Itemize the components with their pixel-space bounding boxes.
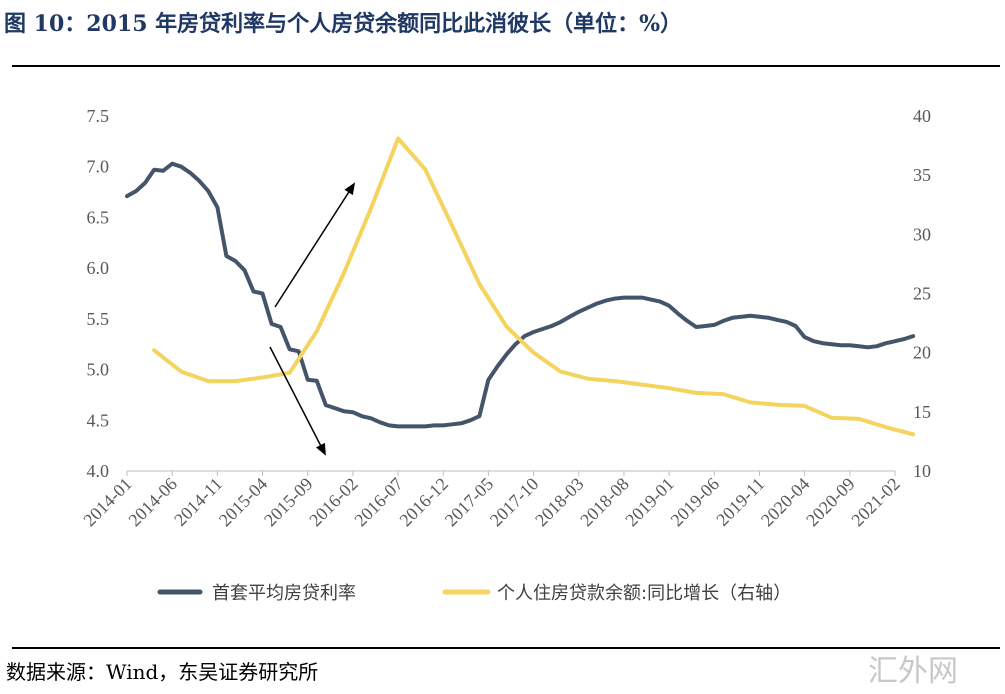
y-left-tick-label: 4.0 <box>87 461 110 481</box>
y-left-tick-label: 7.5 <box>87 106 110 126</box>
x-tick-label: 2017-05 <box>441 474 498 531</box>
x-tick-label: 2019-11 <box>712 474 768 530</box>
x-tick-label: 2020-04 <box>757 474 814 531</box>
x-tick-label: 2014-06 <box>124 474 181 531</box>
y-right-tick-label: 20 <box>913 343 931 363</box>
y-right-tick-label: 15 <box>913 402 931 422</box>
annotation-arrow-up <box>274 182 356 308</box>
series-line-loan-growth <box>152 136 916 437</box>
x-tick-label: 2015-09 <box>260 474 317 531</box>
watermark: 汇外网 <box>868 654 958 689</box>
x-tick-label: 2019-06 <box>667 474 724 531</box>
x-tick-label: 2015-04 <box>215 474 272 531</box>
x-tick-label: 2017-10 <box>486 474 543 531</box>
legend-label: 个人住房贷款余额:同比增长（右轴） <box>497 583 791 604</box>
y-left-tick-label: 6.0 <box>87 258 110 278</box>
y-right-tick-label: 35 <box>913 165 931 185</box>
annotation-arrow-down <box>269 346 326 456</box>
x-tick-label: 2019-01 <box>621 474 678 531</box>
y-left-tick-label: 5.0 <box>87 360 110 380</box>
plot-area: 4.0 4.5 5.0 5.5 6.0 6.5 7.0 7.5 10 15 20 25 30 35 40 20… <box>79 106 931 604</box>
x-tick-label: 2016-12 <box>395 474 452 531</box>
x-tick-label: 2018-03 <box>531 474 588 531</box>
x-tick-label: 2016-07 <box>350 474 407 531</box>
y-right-tick-label: 10 <box>913 461 931 481</box>
x-tick-label: 2014-11 <box>170 474 226 530</box>
legend-label: 首套平均房贷利率 <box>212 583 356 604</box>
y-right-tick-label: 25 <box>913 284 931 304</box>
y-left-tick-label: 5.5 <box>87 309 110 329</box>
x-tick-label: 2016-02 <box>305 474 362 531</box>
y-right-tick-label: 40 <box>913 106 931 126</box>
x-tick-label: 2018-08 <box>576 474 633 531</box>
chart-title: 图 10：2015 年房贷利率与个人房贷余额同比此消彼长（单位：%） <box>4 11 683 37</box>
y-left-tick-label: 4.5 <box>87 410 110 430</box>
y-left-tick-label: 7.0 <box>87 157 110 177</box>
x-tick-label: 2014-01 <box>79 474 136 531</box>
x-tick-label: 2020-09 <box>802 474 859 531</box>
x-tick-label: 2021-02 <box>847 474 904 531</box>
data-source-note: 数据来源：Wind，东吴证券研究所 <box>6 660 319 684</box>
series-line-mortgage-rate <box>125 161 916 429</box>
y-right-tick-label: 30 <box>913 224 931 244</box>
y-left-tick-label: 6.5 <box>87 207 110 227</box>
